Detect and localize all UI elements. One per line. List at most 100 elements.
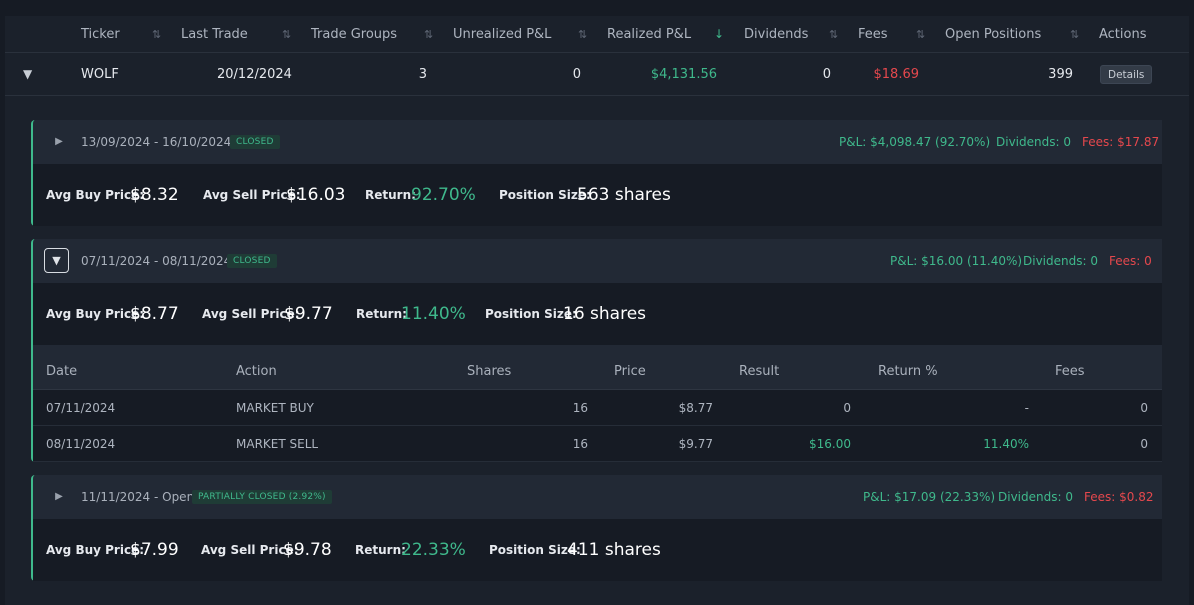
positions-table: Ticker ⇅ Last Trade ⇅ Trade Groups ⇅ Unr…	[5, 16, 1189, 605]
trade-group: ▶ 13/09/2024 - 16/10/2024 CLOSED P&L: $4…	[31, 120, 1162, 226]
group-date-range: 07/11/2024 - 08/11/2024	[81, 254, 232, 268]
trades-col-fees: Fees	[1055, 364, 1085, 379]
group-dividends: Dividends: 0	[996, 135, 1071, 149]
group-stats: Avg Buy Price: $7.99 Avg Sell Price: $9.…	[33, 519, 1162, 581]
status-badge: CLOSED	[227, 254, 277, 268]
col-fees[interactable]: Fees	[858, 27, 888, 42]
last-trade-cell: 20/12/2024	[217, 67, 292, 82]
col-ticker[interactable]: Ticker	[81, 27, 120, 42]
return-value: 92.70%	[411, 185, 476, 205]
play-icon[interactable]: ▶	[55, 491, 63, 502]
position-size-label: Position Size:	[499, 188, 591, 202]
table-row[interactable]: ▼ WOLF 20/12/2024 3 0 $4,131.56 0 $18.69…	[5, 53, 1189, 96]
trades-col-date: Date	[46, 364, 78, 379]
trade-group-header[interactable]: ▶ 11/11/2024 - Open PARTIALLY CLOSED (2.…	[33, 475, 1162, 519]
status-badge: PARTIALLY CLOSED (2.92%)	[192, 490, 332, 504]
group-pnl: P&L: $16.00 (11.40%)	[890, 254, 1023, 268]
col-actions: Actions	[1099, 27, 1147, 42]
table-row: 08/11/2024 MARKET SELL 16 $9.77 $16.00 1…	[33, 426, 1162, 462]
collapse-icon[interactable]: ▼	[44, 248, 69, 273]
status-badge: CLOSED	[230, 135, 280, 149]
group-pnl: P&L: $4,098.47 (92.70%)	[839, 135, 991, 149]
trade-date: 08/11/2024	[46, 437, 116, 451]
avg-buy-value: $7.99	[130, 540, 179, 560]
group-stats: Avg Buy Price: $8.32 Avg Sell Price: $16…	[33, 164, 1162, 226]
open-positions-cell: 399	[1048, 67, 1073, 82]
trade-return: -	[1024, 401, 1029, 415]
trade-shares: 16	[572, 437, 588, 451]
sort-active-icon[interactable]: ↓	[714, 27, 725, 41]
col-last-trade[interactable]: Last Trade	[181, 27, 248, 42]
avg-sell-value: $16.03	[286, 185, 346, 205]
avg-buy-value: $8.32	[130, 185, 179, 205]
ticker-cell: WOLF	[81, 67, 119, 82]
details-button[interactable]: Details	[1100, 65, 1153, 84]
trade-groups-cell: 3	[418, 67, 427, 82]
group-date-range: 11/11/2024 - Open	[81, 490, 195, 504]
trades-table: Date Action Shares Price Result Return %…	[33, 353, 1162, 462]
col-open-positions[interactable]: Open Positions	[945, 27, 1042, 42]
trades-col-shares: Shares	[467, 364, 512, 379]
position-size-value: 563 shares	[577, 185, 671, 205]
avg-sell-value: $9.78	[283, 540, 332, 560]
dividends-cell: 0	[822, 67, 831, 82]
avg-sell-label: Avg Sell Price:	[203, 188, 301, 202]
expand-icon[interactable]: ▼	[23, 67, 33, 81]
group-fees: Fees: 0	[1109, 254, 1152, 268]
trade-fees: 0	[1140, 401, 1148, 415]
sort-icon[interactable]: ⇅	[424, 28, 434, 41]
trade-group: ▶ 11/11/2024 - Open PARTIALLY CLOSED (2.…	[31, 475, 1162, 581]
trade-date: 07/11/2024	[46, 401, 116, 415]
col-trade-groups[interactable]: Trade Groups	[311, 27, 398, 42]
sort-icon[interactable]: ⇅	[578, 28, 588, 41]
sort-icon[interactable]: ⇅	[916, 28, 926, 41]
group-pnl: P&L: $17.09 (22.33%)	[863, 490, 996, 504]
trade-return: 11.40%	[983, 437, 1029, 451]
trade-price: $9.77	[678, 437, 713, 451]
group-stats: Avg Buy Price: $8.77 Avg Sell Price: $9.…	[33, 283, 1162, 345]
sort-icon[interactable]: ⇅	[282, 28, 292, 41]
trades-col-action: Action	[236, 364, 277, 379]
trade-result: $16.00	[809, 437, 851, 451]
position-size-label: Position Size:	[485, 307, 577, 321]
trade-action: MARKET BUY	[236, 401, 314, 415]
sort-icon[interactable]: ⇅	[152, 28, 162, 41]
trade-group-header[interactable]: ▼ 07/11/2024 - 08/11/2024 CLOSED P&L: $1…	[33, 239, 1162, 283]
trades-col-result: Result	[739, 364, 780, 379]
trades-header: Date Action Shares Price Result Return %…	[33, 353, 1162, 390]
trade-groups-panel: ▶ 13/09/2024 - 16/10/2024 CLOSED P&L: $4…	[5, 96, 1189, 605]
trade-fees: 0	[1140, 437, 1148, 451]
avg-sell-value: $9.77	[284, 304, 333, 324]
group-fees: Fees: $0.82	[1084, 490, 1154, 504]
group-dividends: Dividends: 0	[1023, 254, 1098, 268]
return-label: Return:	[355, 543, 406, 557]
sort-icon[interactable]: ⇅	[1070, 28, 1080, 41]
table-header: Ticker ⇅ Last Trade ⇅ Trade Groups ⇅ Unr…	[5, 16, 1189, 53]
fees-cell: $18.69	[873, 67, 920, 82]
return-value: 11.40%	[401, 304, 466, 324]
trade-price: $8.77	[678, 401, 713, 415]
avg-buy-value: $8.77	[130, 304, 179, 324]
group-fees: Fees: $17.87	[1082, 135, 1160, 149]
sort-icon[interactable]: ⇅	[829, 28, 839, 41]
trade-group-header[interactable]: ▶ 13/09/2024 - 16/10/2024 CLOSED P&L: $4…	[33, 120, 1162, 164]
col-dividends[interactable]: Dividends	[744, 27, 809, 42]
trade-group: ▼ 07/11/2024 - 08/11/2024 CLOSED P&L: $1…	[31, 239, 1162, 462]
return-label: Return:	[365, 188, 416, 202]
avg-sell-label: Avg Sell Price:	[202, 307, 300, 321]
group-dividends: Dividends: 0	[998, 490, 1073, 504]
group-date-range: 13/09/2024 - 16/10/2024	[81, 135, 232, 149]
avg-buy-label: Avg Buy Price:	[46, 543, 145, 557]
avg-buy-label: Avg Buy Price:	[46, 307, 145, 321]
trade-result: 0	[843, 401, 851, 415]
trades-col-return: Return %	[878, 364, 938, 379]
play-icon[interactable]: ▶	[55, 136, 63, 147]
trade-action: MARKET SELL	[236, 437, 319, 451]
return-label: Return:	[356, 307, 407, 321]
position-size-value: 16 shares	[563, 304, 647, 324]
position-size-value: 411 shares	[567, 540, 661, 560]
col-realized-pnl[interactable]: Realized P&L	[607, 27, 692, 42]
col-unrealized-pnl[interactable]: Unrealized P&L	[453, 27, 552, 42]
trade-shares: 16	[572, 401, 588, 415]
table-row: 07/11/2024 MARKET BUY 16 $8.77 0 - 0	[33, 390, 1162, 426]
